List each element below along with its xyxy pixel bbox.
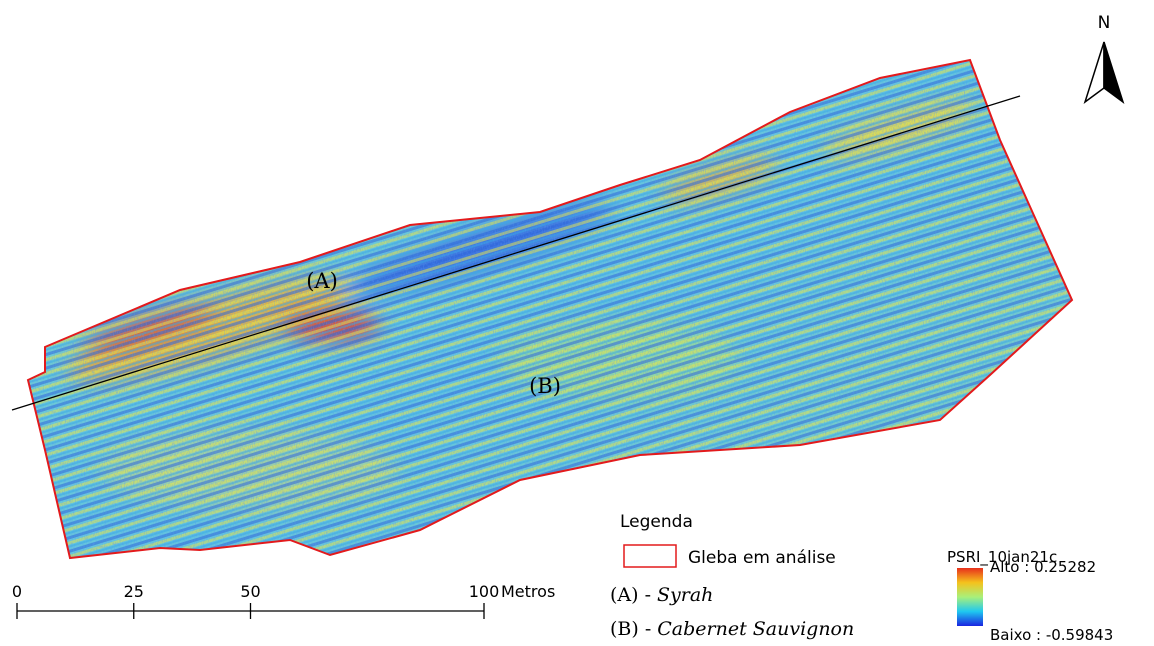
map-label: (A) bbox=[306, 269, 338, 293]
scale-tick-label: 0 bbox=[12, 582, 22, 601]
legend-swatch bbox=[624, 545, 676, 567]
scale-tick-label: 50 bbox=[240, 582, 260, 601]
north-label: N bbox=[1098, 13, 1111, 33]
north-arrow bbox=[1104, 42, 1123, 102]
legend-items: (A) - Syrah (B) - Cabernet Sauvignon bbox=[610, 584, 854, 640]
legend-item: (B) - Cabernet Sauvignon bbox=[610, 618, 854, 640]
scale-tick-label: 25 bbox=[124, 582, 144, 601]
colorbar bbox=[957, 568, 983, 626]
legend-code: (B) - bbox=[610, 618, 651, 640]
north-arrow bbox=[1085, 42, 1104, 102]
legend-item: (A) - Syrah bbox=[610, 584, 713, 606]
map-label: (B) bbox=[529, 374, 561, 398]
legend-label: Gleba em análise bbox=[688, 548, 836, 568]
map: (A) (B) N Legenda Gleba em análise (A) -… bbox=[0, 0, 1154, 646]
legend-name: Cabernet Sauvignon bbox=[657, 618, 854, 640]
scale-tick-label: 100 bbox=[469, 582, 500, 601]
page: { "north": "N", "map_labels": ["(A)", "(… bbox=[0, 0, 1154, 646]
scale-unit: Metros bbox=[501, 582, 555, 601]
legend-name: Syrah bbox=[657, 584, 713, 606]
legend-title: Legenda bbox=[620, 512, 693, 532]
colorbar-high: Alto : 0.25282 bbox=[990, 558, 1096, 576]
colorbar-low: Baixo : -0.59843 bbox=[990, 626, 1113, 644]
legend-code: (A) - bbox=[610, 584, 651, 606]
